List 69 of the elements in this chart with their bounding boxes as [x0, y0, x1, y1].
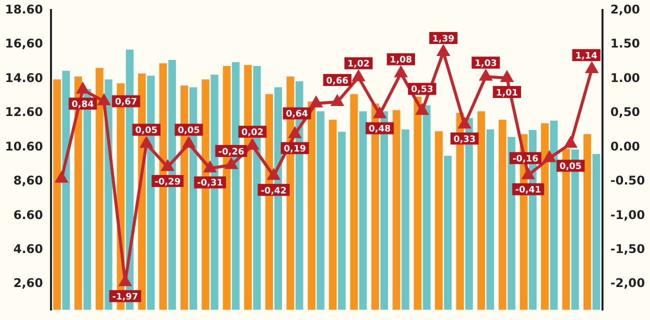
y2-tick-label: 1.00 [610, 70, 640, 85]
y2-tick-label: 2,00 [610, 2, 640, 16]
point [501, 71, 513, 82]
data-label: 0,33 [453, 134, 476, 145]
point [310, 96, 322, 108]
data-label: -0,16 [512, 154, 538, 164]
point [331, 95, 344, 106]
y2-tick-label: -1,00 [610, 208, 646, 222]
point [162, 160, 174, 172]
point [182, 137, 195, 148]
data-label: 1,08 [390, 56, 412, 66]
point [564, 137, 576, 148]
data-label: -1,97 [112, 292, 138, 302]
point [522, 168, 534, 180]
y-tick-label: 6.60 [13, 208, 43, 222]
point [140, 137, 152, 148]
y-tick-label: 12.60 [4, 105, 43, 120]
data-label: 0,84 [72, 100, 94, 110]
data-label: -0,29 [154, 177, 181, 188]
y-tick-label: 18.60 [4, 2, 43, 16]
data-label: 0,02 [241, 128, 264, 138]
y-tick-label: 10.60 [4, 139, 43, 154]
y2-tick-label: -1,50 [610, 242, 646, 256]
data-label: 0,05 [178, 126, 200, 136]
data-label: -0,26 [218, 147, 244, 158]
data-label: 0,53 [411, 85, 434, 96]
data-label: -0,41 [515, 186, 542, 196]
point [246, 139, 258, 150]
y2-tick-label: 0.00 [610, 139, 640, 154]
point [458, 118, 470, 129]
data-label: 0,66 [326, 76, 348, 86]
y-tick-label: 4.60 [13, 242, 43, 256]
data-label: 0,64 [286, 110, 308, 120]
y2-tick-label: -2,00 [610, 276, 646, 290]
y-tick-label: 2,60 [13, 276, 43, 290]
data-label: 0,48 [368, 124, 391, 135]
point [225, 158, 238, 169]
point [76, 83, 89, 94]
point [374, 108, 386, 118]
point [204, 162, 216, 172]
y2-tick-label: 0,50 [610, 105, 640, 120]
y2-tick-label: 1.50 [610, 36, 640, 51]
data-label: 0,19 [284, 144, 306, 154]
point [438, 45, 450, 56]
data-label: 1,14 [575, 51, 598, 62]
point [395, 66, 407, 78]
y-tick-label: 14.60 [4, 70, 43, 85]
data-label: -0,42 [260, 186, 287, 196]
point [586, 62, 598, 74]
point [544, 152, 556, 162]
data-label: 1,39 [432, 34, 454, 44]
point [352, 70, 364, 82]
y-tick-label: 8,60 [13, 174, 43, 188]
y2-tick-label: -0.50 [610, 174, 646, 188]
data-label: 1,02 [347, 60, 370, 70]
data-label: 1,01 [496, 88, 518, 98]
point [98, 94, 110, 106]
data-label: 0,67 [114, 98, 138, 108]
point [119, 276, 132, 286]
point [416, 104, 428, 115]
y-tick-label: 16,60 [4, 36, 43, 51]
data-label: 0,05 [559, 162, 582, 172]
point [268, 169, 280, 180]
data-label: -0,31 [197, 178, 224, 189]
data-label: 0,05 [135, 126, 158, 136]
point [56, 172, 68, 183]
point [289, 128, 301, 138]
point [480, 70, 492, 81]
data-label: 1,03 [474, 58, 497, 69]
